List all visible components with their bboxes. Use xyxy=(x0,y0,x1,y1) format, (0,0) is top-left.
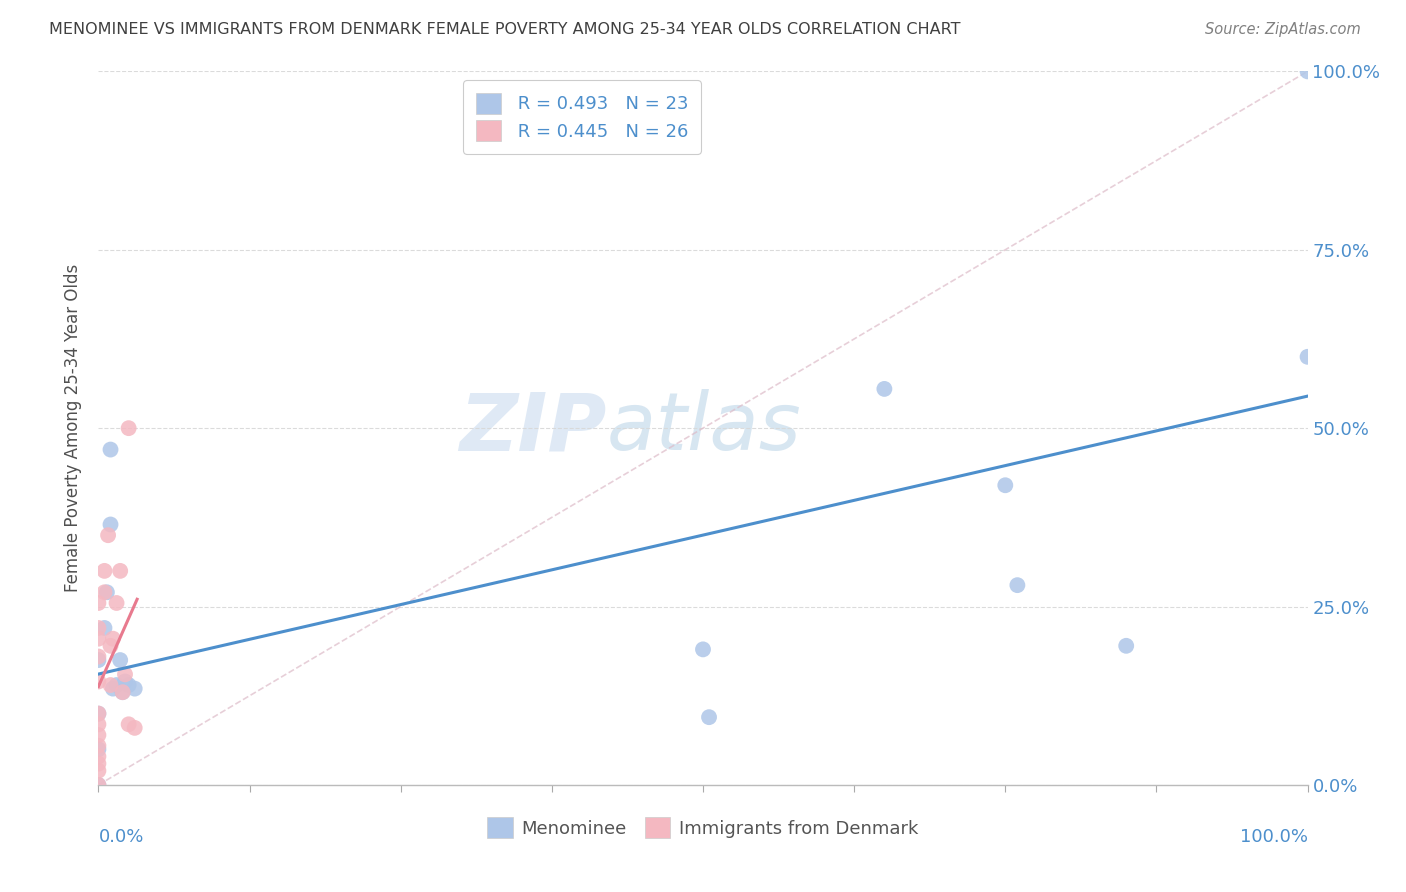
Point xyxy=(1115,639,1137,653)
Point xyxy=(114,674,136,689)
Point xyxy=(87,778,110,792)
Point xyxy=(87,706,110,721)
Point xyxy=(1007,578,1029,592)
Point xyxy=(87,717,110,731)
Point xyxy=(87,706,110,721)
Point xyxy=(118,421,141,435)
Point xyxy=(108,564,131,578)
Point xyxy=(87,649,110,664)
Point xyxy=(100,517,122,532)
Point xyxy=(87,596,110,610)
Point xyxy=(96,585,118,599)
Point xyxy=(1296,64,1319,78)
Point xyxy=(87,749,110,764)
Point xyxy=(87,728,110,742)
Point xyxy=(697,710,720,724)
Point xyxy=(97,528,120,542)
Point xyxy=(101,632,124,646)
Text: ZIP: ZIP xyxy=(458,389,606,467)
Point xyxy=(100,678,122,692)
Point xyxy=(93,621,115,635)
Point xyxy=(100,639,122,653)
Point xyxy=(87,621,110,635)
Point xyxy=(873,382,896,396)
Point xyxy=(105,596,128,610)
Point xyxy=(108,653,131,667)
Point xyxy=(87,632,110,646)
Point xyxy=(118,717,141,731)
Point xyxy=(87,674,110,689)
Point xyxy=(124,681,146,696)
Point xyxy=(994,478,1017,492)
Point xyxy=(100,442,122,457)
Legend: Menominee, Immigrants from Denmark: Menominee, Immigrants from Denmark xyxy=(478,808,928,847)
Point xyxy=(93,564,115,578)
Point xyxy=(1296,350,1319,364)
Point xyxy=(87,756,110,771)
Text: 0.0%: 0.0% xyxy=(98,828,143,846)
Text: atlas: atlas xyxy=(606,389,801,467)
Point xyxy=(87,764,110,778)
Point xyxy=(105,678,128,692)
Point xyxy=(87,778,110,792)
Point xyxy=(101,681,124,696)
Point xyxy=(114,667,136,681)
Point xyxy=(124,721,146,735)
Point xyxy=(87,653,110,667)
Text: Source: ZipAtlas.com: Source: ZipAtlas.com xyxy=(1205,22,1361,37)
Text: 100.0%: 100.0% xyxy=(1240,828,1308,846)
Y-axis label: Female Poverty Among 25-34 Year Olds: Female Poverty Among 25-34 Year Olds xyxy=(65,264,83,592)
Text: MENOMINEE VS IMMIGRANTS FROM DENMARK FEMALE POVERTY AMONG 25-34 YEAR OLDS CORREL: MENOMINEE VS IMMIGRANTS FROM DENMARK FEM… xyxy=(49,22,960,37)
Point xyxy=(87,739,110,753)
Point xyxy=(111,685,134,699)
Point xyxy=(87,742,110,756)
Point xyxy=(111,685,134,699)
Point xyxy=(118,678,141,692)
Point xyxy=(692,642,714,657)
Point xyxy=(93,585,115,599)
